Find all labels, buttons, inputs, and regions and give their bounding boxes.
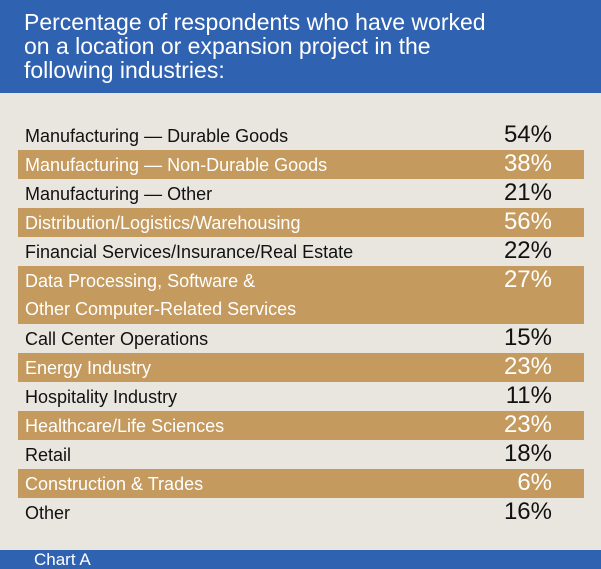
row-value: 16% (503, 498, 552, 525)
row-value: 38% (503, 150, 552, 177)
table-row: Hospitality Industry 11% (18, 382, 584, 411)
row-value: 56% (503, 208, 552, 235)
table-row: Retail 18% (18, 440, 584, 469)
row-label: Data Processing, Software & (25, 271, 256, 291)
row-value: 23% (503, 353, 552, 380)
title-line: following industries: (24, 57, 225, 83)
row-label: Hospitality Industry (25, 387, 178, 407)
footer: Chart A (0, 550, 601, 569)
row-value: 21% (503, 179, 552, 206)
table-row: Healthcare/Life Sciences 23% (18, 411, 584, 440)
row-value: 54% (503, 121, 552, 148)
row-label: Retail (25, 445, 72, 465)
row-label: Energy Industry (25, 358, 152, 378)
row-label: Manufacturing — Other (25, 184, 213, 204)
row-value: 15% (503, 324, 552, 351)
table-row: Distribution/Logistics/Warehousing 56% (18, 208, 584, 237)
table-row: Manufacturing — Non-Durable Goods 38% (18, 150, 584, 179)
row-value: 23% (503, 411, 552, 438)
row-value: 27% (503, 266, 552, 293)
table-row: Data Processing, Software & Other Compute… (18, 266, 584, 324)
row-label: Construction & Trades (25, 474, 204, 494)
table-row: Manufacturing — Other 21% (18, 179, 584, 208)
caption: Chart A (34, 550, 91, 569)
row-label: Manufacturing — Non-Durable Goods (25, 155, 328, 175)
row-label: Other (25, 503, 71, 523)
table-row: Energy Industry 23% (18, 353, 584, 382)
row-label: Financial Services/Insurance/Real Estate (25, 242, 354, 262)
table-row: Call Center Operations 15% (18, 324, 584, 353)
row-value: 18% (503, 440, 552, 467)
row-label: Other Computer-Related Services (25, 299, 297, 319)
row-value: 22% (503, 237, 552, 264)
table-row: Other 16% (18, 498, 584, 527)
table-row: Manufacturing — Durable Goods 54% (18, 121, 584, 150)
header: Percentage of respondents who have worke… (0, 0, 601, 93)
row-value: 11% (505, 382, 552, 409)
row-label: Call Center Operations (25, 329, 209, 349)
row-value: 6% (517, 469, 552, 496)
title-line: on a location or expansion project in th… (24, 33, 431, 59)
row-label: Healthcare/Life Sciences (25, 416, 225, 436)
table-row: Construction & Trades 6% (18, 469, 584, 498)
table-row: Financial Services/Insurance/Real Estate… (18, 237, 584, 266)
row-label: Distribution/Logistics/Warehousing (25, 213, 301, 233)
title-line: Percentage of respondents who have worke… (24, 9, 486, 35)
row-label: Manufacturing — Durable Goods (25, 126, 289, 146)
